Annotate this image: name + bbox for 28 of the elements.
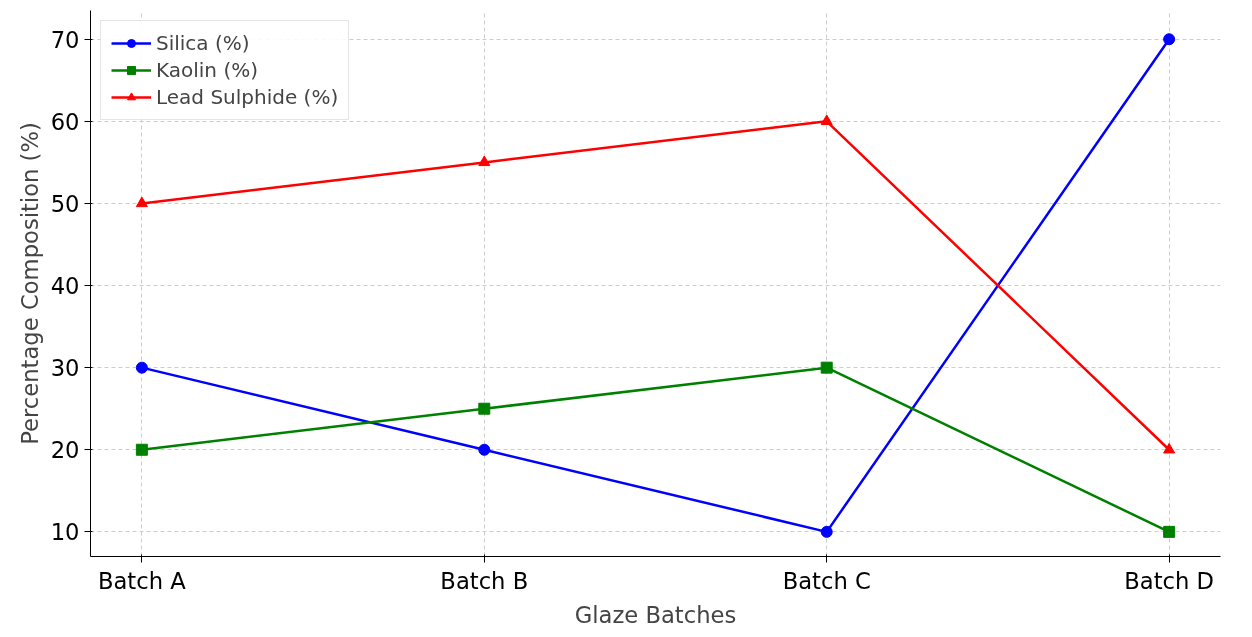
point bbox=[820, 114, 833, 126]
y-tick-label: 50 bbox=[50, 190, 80, 217]
legend-label: Lead Sulphide (%) bbox=[156, 85, 339, 109]
point bbox=[820, 361, 833, 374]
point bbox=[1163, 33, 1176, 46]
y-tick-label: 60 bbox=[50, 108, 80, 135]
y-tick-label: 20 bbox=[50, 437, 80, 464]
legend-label: Silica (%) bbox=[156, 31, 250, 55]
x-axis-title: Glaze Batches bbox=[574, 601, 737, 628]
y-tick-label: 70 bbox=[50, 26, 80, 53]
x-tick-label: Batch C bbox=[782, 567, 871, 594]
x-tick-label: Batch B bbox=[440, 567, 529, 594]
y-tick-label: 30 bbox=[50, 355, 80, 382]
point bbox=[1163, 442, 1176, 454]
point bbox=[135, 443, 148, 456]
point bbox=[1163, 525, 1176, 538]
point bbox=[478, 155, 491, 167]
y-tick-label: 40 bbox=[50, 273, 80, 300]
y-tick-label: 10 bbox=[50, 519, 80, 546]
point bbox=[820, 525, 833, 538]
x-tick-label: Batch A bbox=[97, 567, 187, 594]
x-tick-label: Batch D bbox=[1124, 567, 1215, 594]
legend-label: Kaolin (%) bbox=[156, 58, 259, 82]
point bbox=[478, 443, 491, 456]
point bbox=[478, 402, 491, 415]
y-axis-title: Percentage Composition (%) bbox=[16, 122, 43, 445]
point bbox=[135, 196, 148, 208]
point bbox=[135, 361, 148, 374]
